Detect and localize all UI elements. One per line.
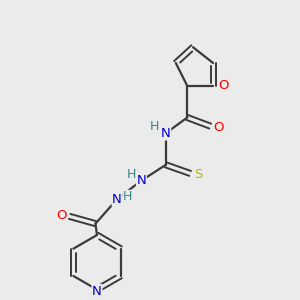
Text: N: N xyxy=(92,284,102,298)
Text: H: H xyxy=(150,120,160,133)
Text: N: N xyxy=(112,193,122,206)
Text: O: O xyxy=(56,208,67,221)
Text: O: O xyxy=(213,121,224,134)
Text: N: N xyxy=(161,127,171,140)
Text: N: N xyxy=(136,174,146,187)
Text: S: S xyxy=(194,168,202,182)
Text: O: O xyxy=(218,80,228,92)
Text: H: H xyxy=(123,190,133,203)
Text: H: H xyxy=(127,168,136,182)
